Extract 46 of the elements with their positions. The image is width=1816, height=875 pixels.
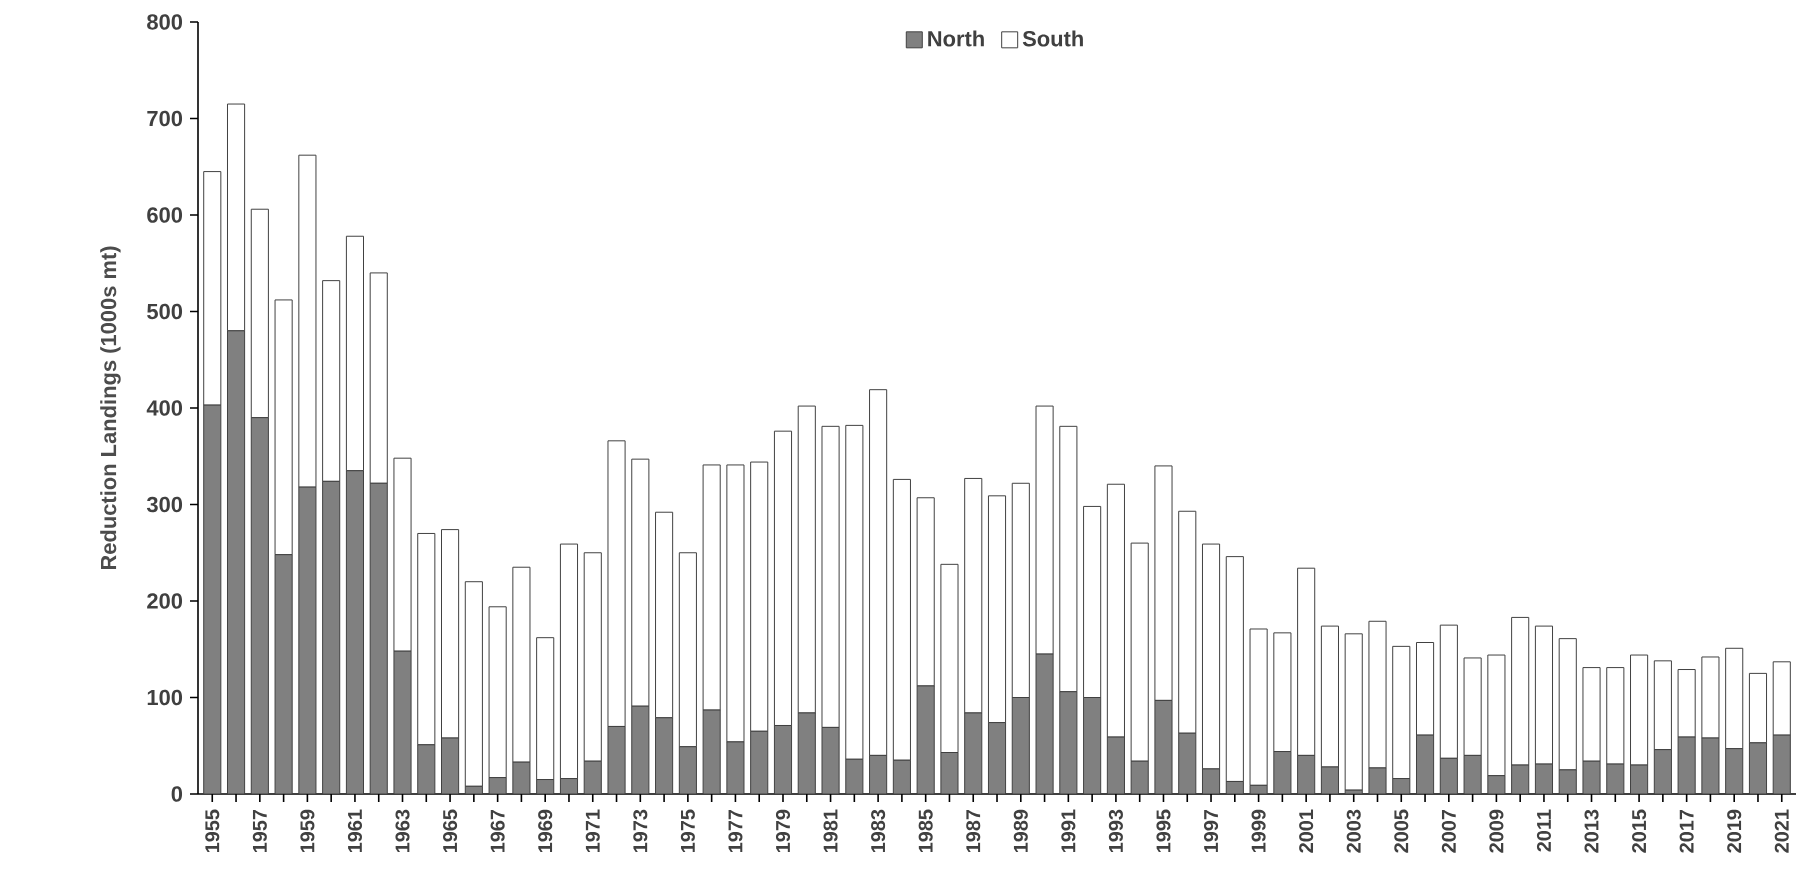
x-tick-label: 1975	[680, 809, 695, 853]
x-tick-label: 1987	[966, 809, 981, 853]
y-tick-label: 300	[146, 496, 183, 513]
x-tick-label: 1981	[823, 809, 838, 853]
y-tick-label: 100	[147, 689, 183, 706]
x-tick-label: 1989	[1013, 809, 1028, 853]
x-tick-label: 1959	[300, 809, 315, 853]
x-tick-label: 2011	[1536, 809, 1551, 852]
y-tick-label: 500	[147, 303, 183, 320]
legend-label: North	[928, 30, 984, 47]
y-tick-label: 700	[147, 110, 183, 127]
x-tick-label: 1973	[633, 809, 648, 853]
y-tick-label: 0	[171, 786, 183, 802]
x-tick-label: 2001	[1299, 809, 1314, 853]
x-tick-label: 1969	[538, 809, 553, 853]
y-tick-label: 800	[147, 14, 183, 30]
x-tick-label: 1965	[443, 809, 458, 853]
x-tick-label: 1977	[728, 809, 743, 853]
y-tick-label: 600	[147, 207, 183, 223]
x-tick-label: 1993	[1108, 809, 1123, 853]
legend-label: South	[1022, 30, 1083, 47]
x-tick-label: 1997	[1203, 809, 1219, 853]
x-tick-label: 1957	[252, 809, 267, 853]
x-tick-label: 2013	[1584, 809, 1599, 853]
x-tick-label: 2019	[1727, 809, 1742, 853]
x-tick-label: 2021	[1774, 809, 1789, 853]
x-tick-label: 1995	[1156, 809, 1171, 853]
x-tick-label: 1967	[490, 809, 505, 853]
x-tick-label: 2009	[1489, 809, 1504, 853]
x-tick-label: 2017	[1679, 809, 1694, 853]
x-tick-label: 2007	[1441, 809, 1456, 853]
x-tick-label: 2003	[1346, 809, 1361, 853]
x-tick-label: 1961	[347, 809, 362, 853]
x-tick-label: 1991	[1061, 809, 1076, 853]
x-tick-label: 1999	[1251, 809, 1266, 853]
y-tick-label: 200	[147, 593, 183, 609]
x-tick-label: 1955	[205, 809, 220, 853]
x-tick-label: 2015	[1632, 809, 1647, 853]
x-tick-label: 1979	[775, 809, 791, 853]
x-tick-label: 1983	[871, 809, 886, 853]
y-tick-label: 400	[146, 400, 183, 416]
x-tick-label: 1985	[918, 809, 933, 853]
x-tick-label: 1971	[585, 809, 600, 853]
x-tick-label: 1963	[395, 809, 410, 853]
y-axis-title: Reduction Landings (1000s mt)	[100, 246, 121, 570]
x-tick-label: 2005	[1394, 809, 1409, 853]
